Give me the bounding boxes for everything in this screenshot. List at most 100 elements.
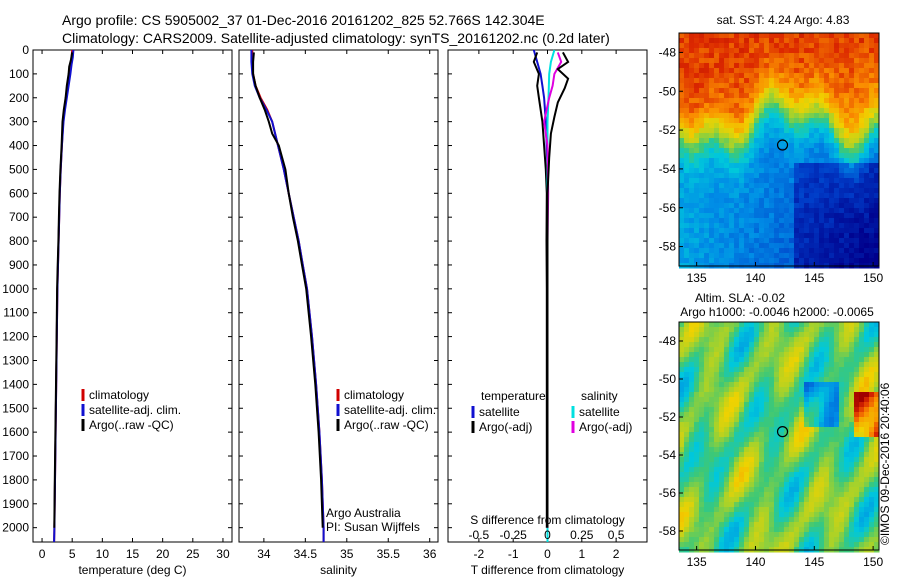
map-cell: [869, 432, 875, 438]
map-cell: [849, 193, 855, 199]
map-cell: [679, 138, 685, 144]
map-cell: [739, 332, 745, 338]
map-cell: [809, 542, 815, 548]
map-cell: [804, 108, 810, 114]
map-cell: [784, 422, 790, 428]
map-cell: [764, 507, 770, 513]
map-cell: [784, 78, 790, 84]
map-cell: [859, 402, 865, 408]
map-cell: [849, 98, 855, 104]
map-cell: [724, 78, 730, 84]
map-cell: [854, 73, 860, 79]
map-cell: [854, 427, 860, 433]
map-cell: [689, 78, 695, 84]
map-cell: [759, 123, 765, 129]
map-cell: [769, 362, 775, 368]
map-cell: [749, 143, 755, 149]
map-cell: [844, 228, 850, 234]
map-cell: [734, 258, 740, 264]
map-cell: [834, 138, 840, 144]
map-cell: [804, 342, 810, 348]
x-tick-label: 0: [544, 547, 551, 561]
map-cell: [719, 362, 725, 368]
map-cell: [734, 108, 740, 114]
map-cell: [699, 158, 705, 164]
map-cell: [799, 198, 805, 204]
map-cell: [874, 58, 880, 64]
x-tick-label: 34.5: [294, 547, 318, 561]
map-cell: [759, 467, 765, 473]
map-cell: [814, 158, 820, 164]
map-cell: [754, 337, 760, 343]
map-cell: [739, 103, 745, 109]
map-cell: [824, 417, 830, 423]
map-cell: [849, 457, 855, 463]
map-cell: [834, 342, 840, 348]
map-cell: [859, 482, 865, 488]
map-cell: [719, 133, 725, 139]
map-cell: [874, 118, 880, 124]
map-cell: [704, 203, 710, 209]
map-cell: [814, 88, 820, 94]
map-cell: [704, 193, 710, 199]
map-cell: [749, 123, 755, 129]
map-cell: [844, 447, 850, 453]
map-cell: [824, 128, 830, 134]
map-cell: [789, 243, 795, 249]
map-cell: [859, 532, 865, 538]
map-cell: [799, 422, 805, 428]
map-cell: [734, 342, 740, 348]
map-cell: [784, 103, 790, 109]
map-cell: [874, 342, 880, 348]
map-cell: [734, 442, 740, 448]
map-cell: [834, 78, 840, 84]
map-cell: [769, 168, 775, 174]
x-tick-label: 35: [340, 547, 354, 561]
map-cell: [859, 183, 865, 189]
map-cell: [779, 33, 785, 39]
map-cell: [694, 48, 700, 54]
map-cell: [704, 452, 710, 458]
map-cell: [789, 123, 795, 129]
map-cell: [804, 502, 810, 508]
map-cell: [794, 228, 800, 234]
map-cell: [829, 228, 835, 234]
map-cell: [699, 173, 705, 179]
map-cell: [854, 58, 860, 64]
map-cell: [814, 452, 820, 458]
map-cell: [774, 502, 780, 508]
map-cell: [759, 537, 765, 543]
map-cell: [819, 512, 825, 518]
map-cell: [874, 512, 880, 518]
map-cell: [719, 372, 725, 378]
map-cell: [754, 497, 760, 503]
y-tick-label: 300: [9, 115, 29, 129]
map-cell: [714, 68, 720, 74]
map-cell: [754, 427, 760, 433]
map-cell: [704, 357, 710, 363]
map-cell: [834, 372, 840, 378]
map-cell: [739, 427, 745, 433]
map-cell: [794, 542, 800, 548]
map-cell: [774, 347, 780, 353]
map-cell: [744, 347, 750, 353]
map-cell: [859, 437, 865, 443]
map-cell: [709, 158, 715, 164]
annotation-text: Argo Australia: [326, 506, 401, 520]
map-cell: [744, 38, 750, 44]
map-cell: [844, 258, 850, 264]
map-cell: [794, 198, 800, 204]
map-cell: [714, 412, 720, 418]
map-cell: [829, 502, 835, 508]
map-cell: [849, 128, 855, 134]
map-cell: [849, 113, 855, 119]
map-cell: [849, 407, 855, 413]
map-cell: [809, 367, 815, 373]
map-cell: [829, 118, 835, 124]
map-cell: [844, 213, 850, 219]
map-cell: [729, 113, 735, 119]
map-cell: [869, 447, 875, 453]
map-cell: [844, 208, 850, 214]
map-cell: [794, 507, 800, 513]
map-cell: [724, 98, 730, 104]
